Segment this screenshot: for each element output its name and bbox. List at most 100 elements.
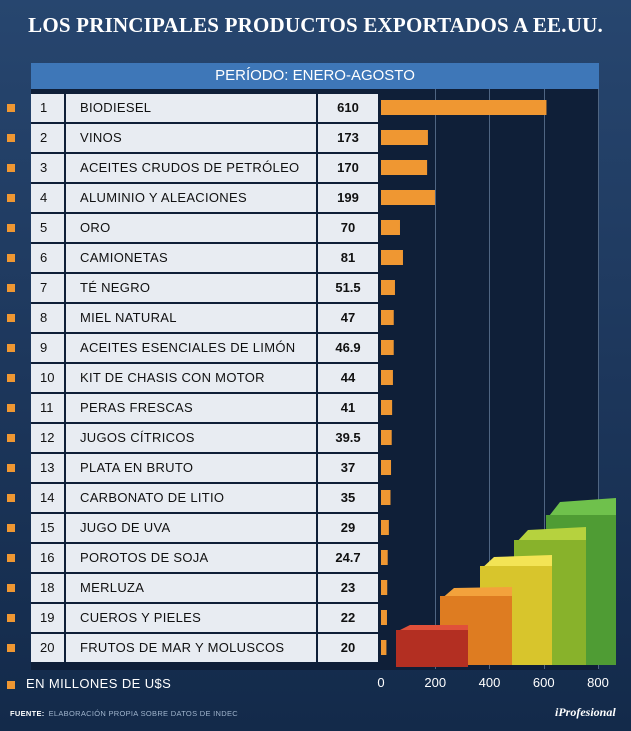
row-bullet xyxy=(7,104,15,112)
row-bullet xyxy=(7,614,15,622)
table-row: 15 JUGO DE UVA 29 xyxy=(7,514,381,542)
row-bullet xyxy=(7,554,15,562)
rank-cell: 4 xyxy=(31,184,64,212)
table-row: 7 TÉ NEGRO 51.5 xyxy=(7,274,381,302)
value-cell: 173 xyxy=(318,124,378,152)
row-bullet xyxy=(7,134,15,142)
bar-6 xyxy=(381,250,403,265)
row-bullet xyxy=(7,644,15,652)
table-row: 19 CUEROS Y PIELES 22 xyxy=(7,604,381,632)
unit-label: EN MILLONES DE U$S xyxy=(26,676,172,691)
value-cell: 39.5 xyxy=(318,424,378,452)
row-bullet xyxy=(7,584,15,592)
row-bullet xyxy=(7,404,15,412)
value-cell: 35 xyxy=(318,484,378,512)
container-top-green xyxy=(546,498,616,520)
bar-1 xyxy=(381,100,547,115)
bar-11 xyxy=(381,400,393,415)
bar-16 xyxy=(381,550,388,565)
table-row: 20 FRUTOS DE MAR Y MOLUSCOS 20 xyxy=(7,634,381,662)
bar-13 xyxy=(381,460,392,475)
value-cell: 199 xyxy=(318,184,378,212)
unit-bullet xyxy=(7,681,15,689)
rank-cell: 1 xyxy=(31,94,64,122)
gridline-400 xyxy=(489,89,490,669)
table-row: 13 PLATA EN BRUTO 37 xyxy=(7,454,381,482)
rank-cell: 20 xyxy=(31,634,64,662)
rank-cell: 8 xyxy=(31,304,64,332)
brand-logo: iProfesional xyxy=(555,705,616,719)
table-row: 16 POROTOS DE SOJA 24.7 xyxy=(7,544,381,572)
rank-cell: 19 xyxy=(31,604,64,632)
rank-cell: 15 xyxy=(31,514,64,542)
product-name-cell: FRUTOS DE MAR Y MOLUSCOS xyxy=(66,634,316,662)
source-label: FUENTE: xyxy=(10,709,45,718)
rank-cell: 18 xyxy=(31,574,64,602)
bar-10 xyxy=(381,370,393,385)
bar-4 xyxy=(381,190,435,205)
row-bullet xyxy=(7,494,15,502)
value-cell: 170 xyxy=(318,154,378,182)
row-bullet xyxy=(7,524,15,532)
table-row: 5 ORO 70 xyxy=(7,214,381,242)
rank-cell: 3 xyxy=(31,154,64,182)
product-name-cell: ALUMINIO Y ALEACIONES xyxy=(66,184,316,212)
rank-cell: 5 xyxy=(31,214,64,242)
value-cell: 47 xyxy=(318,304,378,332)
product-name-cell: POROTOS DE SOJA xyxy=(66,544,316,572)
table-row: 14 CARBONATO DE LITIO 35 xyxy=(7,484,381,512)
product-name-cell: BIODIESEL xyxy=(66,94,316,122)
bar-12 xyxy=(381,430,392,445)
bar-19 xyxy=(381,610,387,625)
table-row: 6 CAMIONETAS 81 xyxy=(7,244,381,272)
value-cell: 41 xyxy=(318,394,378,422)
value-cell: 46.9 xyxy=(318,334,378,362)
period-header: PERÍODO: ENERO-AGOSTO xyxy=(31,63,599,89)
rank-cell: 12 xyxy=(31,424,64,452)
product-name-cell: CUEROS Y PIELES xyxy=(66,604,316,632)
table-row: 1 BIODIESEL 610 xyxy=(7,94,381,122)
rank-cell: 6 xyxy=(31,244,64,272)
product-name-cell: JUGOS CÍTRICOS xyxy=(66,424,316,452)
product-name-cell: PERAS FRESCAS xyxy=(66,394,316,422)
page-title: LOS PRINCIPALES PRODUCTOS EXPORTADOS A E… xyxy=(28,13,603,37)
product-name-cell: PLATA EN BRUTO xyxy=(66,454,316,482)
table-row: 11 PERAS FRESCAS 41 xyxy=(7,394,381,422)
row-bullet xyxy=(7,374,15,382)
table-row: 2 VINOS 173 xyxy=(7,124,381,152)
bar-18 xyxy=(381,580,388,595)
value-cell: 51.5 xyxy=(318,274,378,302)
product-name-cell: KIT DE CHASIS CON MOTOR xyxy=(66,364,316,392)
bar-20 xyxy=(381,640,387,655)
row-bullet xyxy=(7,314,15,322)
product-name-cell: ACEITES CRUDOS DE PETRÓLEO xyxy=(66,154,316,182)
tick-label: 400 xyxy=(478,675,501,690)
row-bullet xyxy=(7,194,15,202)
value-cell: 81 xyxy=(318,244,378,272)
value-cell: 23 xyxy=(318,574,378,602)
rank-cell: 14 xyxy=(31,484,64,512)
product-name-cell: ORO xyxy=(66,214,316,242)
rank-cell: 7 xyxy=(31,274,64,302)
bar-5 xyxy=(381,220,400,235)
bar-2 xyxy=(381,130,428,145)
value-cell: 37 xyxy=(318,454,378,482)
table-row: 4 ALUMINIO Y ALEACIONES 199 xyxy=(7,184,381,212)
value-cell: 20 xyxy=(318,634,378,662)
row-bullet xyxy=(7,284,15,292)
rank-cell: 2 xyxy=(31,124,64,152)
rank-cell: 11 xyxy=(31,394,64,422)
bar-9 xyxy=(381,340,394,355)
tick-label: 800 xyxy=(587,675,609,690)
rank-cell: 13 xyxy=(31,454,64,482)
gridline-800 xyxy=(598,89,599,669)
value-cell: 70 xyxy=(318,214,378,242)
containers-illustration xyxy=(396,498,616,667)
row-bullet xyxy=(7,464,15,472)
gridline-600 xyxy=(544,89,545,669)
bar-14 xyxy=(381,490,391,505)
product-name-cell: CAMIONETAS xyxy=(66,244,316,272)
row-bullet xyxy=(7,434,15,442)
